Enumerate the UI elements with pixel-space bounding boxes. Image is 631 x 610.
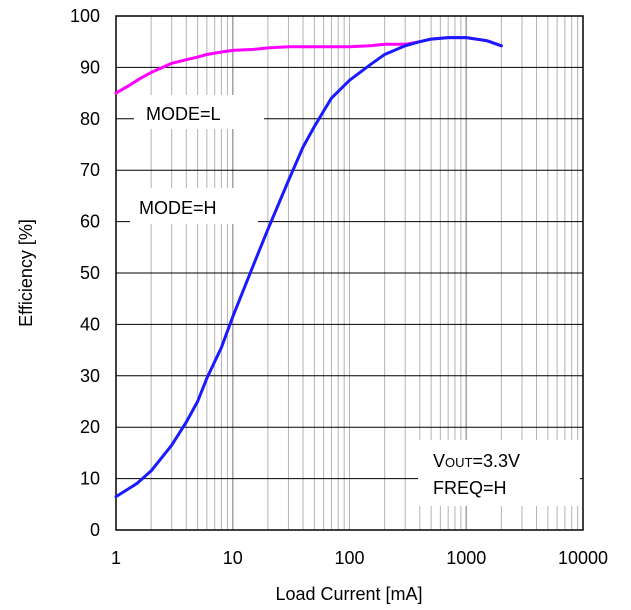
- y-tick-label: 50: [80, 263, 100, 283]
- vout-subscript: OUT: [445, 455, 473, 470]
- y-tick-label: 80: [80, 109, 100, 129]
- y-tick-label: 40: [80, 314, 100, 334]
- x-tick-label: 10000: [558, 548, 608, 568]
- y-tick-label: 10: [80, 469, 100, 489]
- y-tick-label: 20: [80, 417, 100, 437]
- x-axis-title: Load Current [mA]: [275, 584, 422, 604]
- y-tick-label: 60: [80, 212, 100, 232]
- x-tick-label: 10: [223, 548, 243, 568]
- x-tick-label: 100: [334, 548, 364, 568]
- x-tick-label: 1000: [446, 548, 486, 568]
- y-tick-label: 100: [70, 6, 100, 26]
- mode-l-label: MODE=L: [146, 104, 221, 124]
- x-tick-label: 1: [111, 548, 121, 568]
- y-axis-title: Efficiency [%]: [16, 219, 36, 327]
- y-tick-label: 70: [80, 160, 100, 180]
- vout-symbol: V: [433, 451, 445, 471]
- y-tick-labels: 0 10 20 30 40 50 60 70 80 90 100: [70, 6, 100, 540]
- mode-l-series-line: [116, 38, 501, 94]
- vout-value: =3.3V: [472, 451, 520, 471]
- x-tick-labels: 1 10 100 1000 10000: [111, 548, 608, 568]
- mode-h-label: MODE=H: [139, 198, 217, 218]
- y-tick-label: 30: [80, 366, 100, 386]
- y-tick-label: 90: [80, 57, 100, 77]
- freq-condition: FREQ=H: [433, 478, 507, 498]
- y-tick-label: 0: [90, 520, 100, 540]
